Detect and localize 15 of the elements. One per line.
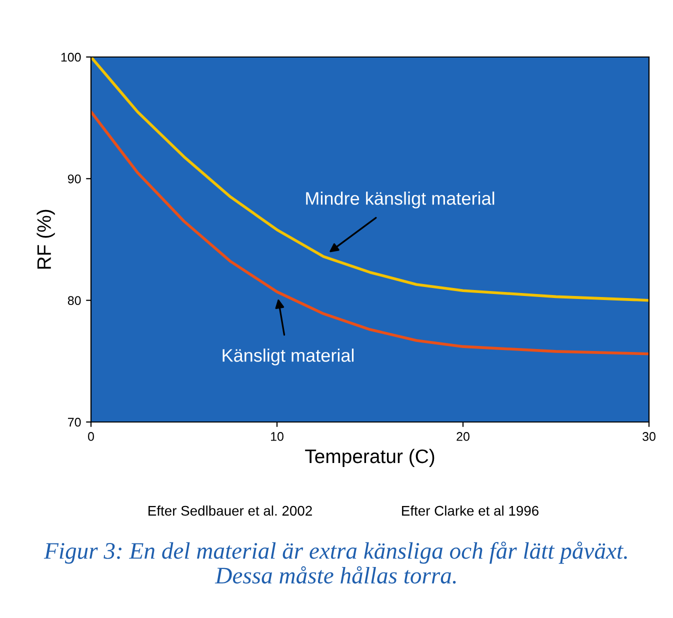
y-tick-label: 90 <box>68 174 81 184</box>
x-tick-label: 10 <box>271 432 284 441</box>
x-tick-label: 0 <box>88 432 94 441</box>
annotation: Känsligt material <box>222 348 354 366</box>
y-tick-label: 100 <box>61 52 81 62</box>
annotation: Mindre känsligt material <box>306 192 494 208</box>
y-axis-title: RF (%) <box>36 210 55 269</box>
x-tick-label: 20 <box>456 432 470 441</box>
text: Figur 3: En del material är extra känsliga och får lätt påväxt. Dessa måste hållas torra. <box>44 542 627 584</box>
y-tick-label: 70 <box>68 418 81 427</box>
x-tick-label: 30 <box>642 432 656 441</box>
text: Efter Sedlbauer et al. 2002 <box>148 506 312 516</box>
x-axis-title: Temperatur (C) <box>305 448 434 468</box>
y-tick-label: 80 <box>68 296 81 305</box>
text: Efter Clarke et al 1996 <box>402 506 538 516</box>
